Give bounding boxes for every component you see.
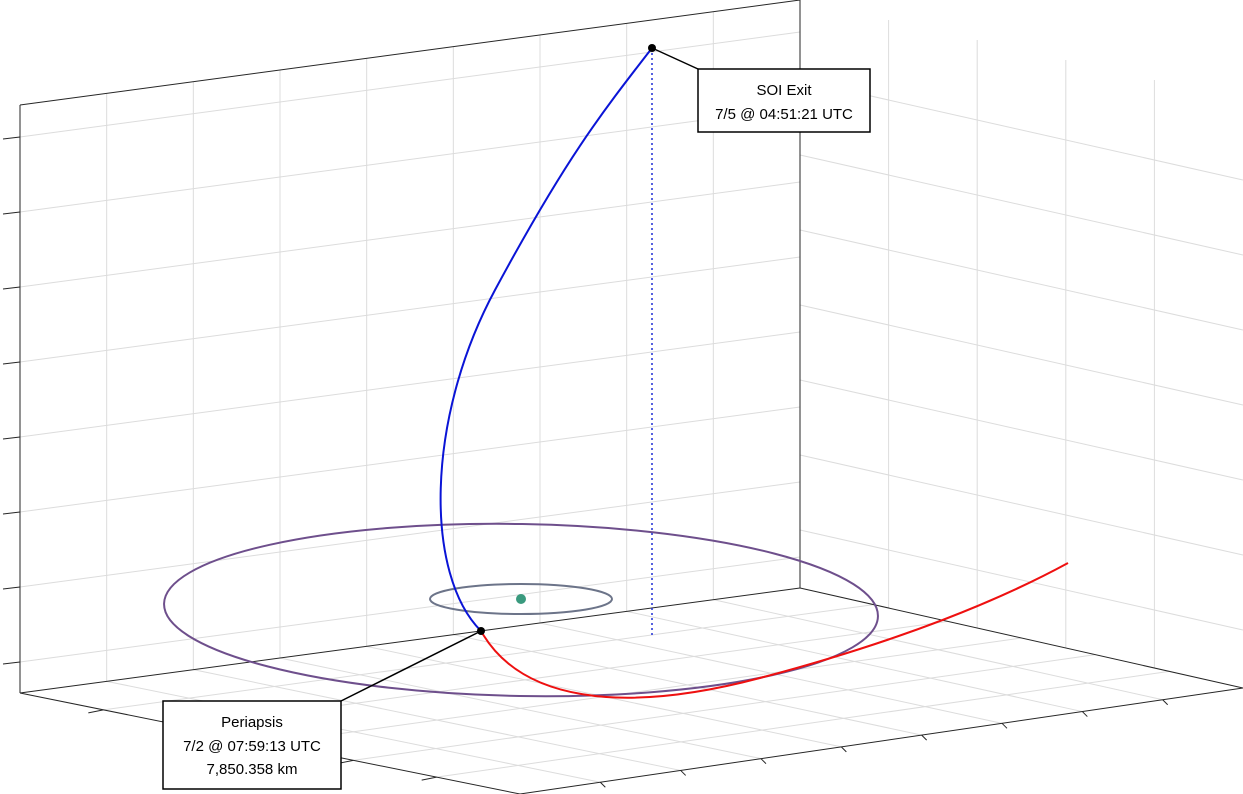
grid-line: [19, 106, 801, 213]
tick: [840, 746, 847, 753]
grid-line: [19, 331, 801, 438]
grid-line: [19, 181, 801, 288]
grid-line: [436, 670, 1170, 778]
grid-line: [353, 654, 1096, 761]
ticks: [2, 136, 1169, 788]
soi-exit-point: [648, 44, 656, 52]
grid-line: [19, 256, 801, 363]
arrival-trajectory: [480, 562, 1069, 699]
tick: [88, 709, 104, 714]
leader-line: [651, 47, 699, 70]
annotation-line: 7/5 @ 04:51:21 UTC: [715, 106, 853, 123]
grid-line: [799, 379, 1243, 481]
tick: [921, 734, 928, 741]
annotation-title: SOI Exit: [756, 82, 812, 99]
leader-line: [340, 630, 482, 702]
grid-line: [269, 637, 1022, 744]
grid-line: [799, 79, 1243, 181]
axes-box: [19, 0, 1243, 794]
tick: [2, 661, 21, 665]
tick: [1001, 722, 1008, 729]
tick: [2, 511, 21, 515]
central-body: [516, 594, 526, 604]
grid-line: [799, 454, 1243, 556]
grid: [19, 11, 1243, 783]
body-ring: [429, 583, 613, 615]
tick: [2, 286, 21, 290]
grid-line: [19, 406, 801, 513]
orbit-ellipse: [163, 522, 879, 698]
tick: [2, 436, 21, 440]
grid-line: [19, 31, 801, 138]
annotation-line: 7/2 @ 07:59:13 UTC: [183, 738, 321, 755]
grid-line: [799, 304, 1243, 406]
annotation-line: 7,850.358 km: [207, 761, 298, 778]
tick: [2, 586, 21, 590]
grid-line: [103, 604, 874, 711]
tick: [2, 361, 21, 365]
grid-line: [799, 529, 1243, 631]
tick: [1162, 699, 1169, 706]
tick: [599, 781, 606, 788]
grid-line: [19, 556, 801, 663]
tick: [1081, 711, 1088, 717]
departure-trajectory: [439, 47, 653, 632]
tick: [2, 136, 21, 140]
tick: [421, 776, 437, 781]
grid-line: [799, 229, 1243, 331]
grid-line: [19, 481, 801, 588]
annotation-box: [697, 68, 871, 133]
tick: [760, 758, 767, 765]
tick: [2, 211, 21, 215]
annotation-box: [162, 700, 342, 790]
tick: [680, 770, 687, 776]
annotation-title: Periapsis: [221, 714, 283, 731]
grid-line: [799, 154, 1243, 256]
periapsis-point: [477, 627, 485, 635]
